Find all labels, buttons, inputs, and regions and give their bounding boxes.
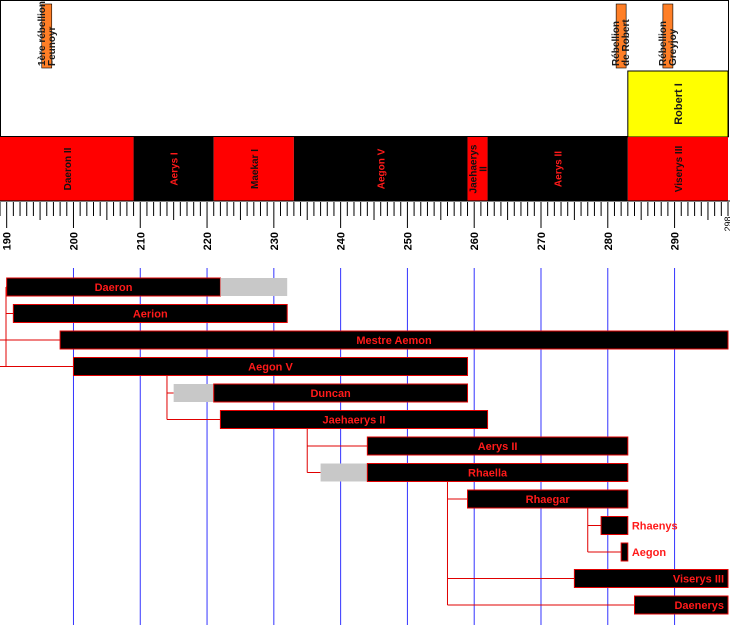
- lifespan-bar: [213, 383, 469, 403]
- reign-block: [133, 137, 214, 201]
- event-label: Rébellionde Robert: [611, 19, 632, 66]
- lifespan-bar: [59, 330, 729, 350]
- person-aerys-ii: Aerys II: [366, 436, 629, 456]
- lifespan-label: Duncan: [310, 388, 351, 400]
- lifespan-bar: [620, 542, 629, 562]
- axis-label-250: 250: [402, 232, 414, 250]
- lifespan-label: Jaehaerys II: [322, 415, 385, 427]
- lifespan-label: Rhaella: [468, 468, 508, 480]
- person-daeron: Daeron: [6, 277, 288, 297]
- usurper-label: Robert I: [673, 83, 685, 125]
- axis-end-label: 298: [723, 216, 730, 231]
- events-band: 1ère rébellionFeunoyr Rébellionde Robert R…: [0, 0, 729, 137]
- lifespan-label: Aegon V: [248, 362, 293, 374]
- lifespan-bar: [366, 436, 629, 456]
- event-label: RébellionGreyjoy: [658, 21, 679, 66]
- event-marker: [615, 3, 627, 69]
- lifespan-gray: [220, 278, 288, 296]
- reign-block: [467, 137, 488, 201]
- axis-label-230: 230: [269, 232, 281, 250]
- reign-label: Aerys I: [170, 152, 181, 186]
- lifespan-bar: [12, 304, 288, 323]
- person-duncan: Duncan: [173, 383, 469, 403]
- axis-label-290: 290: [670, 232, 682, 250]
- reign-1: Aerys I: [133, 137, 214, 201]
- lifespan-bar: [72, 357, 469, 376]
- person-rhaegar: Rhaegar: [467, 489, 629, 509]
- person-daenerys: Daenerys: [633, 595, 729, 615]
- event-marker: [662, 3, 674, 69]
- reign-label: Viserys III: [674, 146, 685, 193]
- person-viserys-iii: Viserys III: [573, 569, 729, 588]
- event-0: 1ère rébellionFeunoyr: [37, 1, 58, 69]
- lifespan-bar: [467, 489, 629, 509]
- lifespan-bar: [633, 595, 729, 615]
- event-marker: [41, 3, 53, 69]
- reign-block: [487, 137, 628, 201]
- lifespan-bar: [219, 410, 489, 429]
- axis-label-220: 220: [202, 232, 214, 250]
- axis-label-200: 200: [68, 232, 80, 250]
- lifespan-gray: [173, 384, 214, 402]
- reign-block: [213, 137, 294, 201]
- reign-5: Aerys II: [487, 137, 628, 201]
- lifespan-label: Mestre Aemon: [356, 335, 432, 347]
- person-rhaella: Rhaella: [320, 463, 629, 482]
- axis-label-240: 240: [336, 232, 348, 250]
- person-mestre-aemon: Mestre Aemon: [59, 330, 729, 350]
- axis-label-260: 260: [469, 232, 481, 250]
- person-aegon-v: Aegon V: [72, 357, 469, 376]
- reign-4: JaehaerysII: [467, 137, 490, 201]
- lifespan-label: Viserys III: [673, 574, 724, 586]
- reigns-band: Daeron II Aerys I Maekar I Aegon V Jaehaerys…: [0, 137, 730, 202]
- reign-label: JaehaerysII: [469, 144, 490, 193]
- usurper-block: [627, 70, 729, 138]
- events-band-frame: [0, 0, 729, 137]
- person-jaehaerys-ii: Jaehaerys II: [219, 410, 489, 429]
- lifespan-label: Aegon: [632, 547, 667, 559]
- lifespan-label: Rhaegar: [526, 494, 571, 506]
- reign-label: Aegon V: [377, 148, 388, 189]
- usurper-reign: Robert I: [627, 70, 729, 138]
- reign-0: Daeron II: [0, 137, 134, 201]
- event-1: Rébellionde Robert: [611, 3, 632, 69]
- lifespan-label: Rhaenys: [632, 521, 678, 533]
- reign-6: Viserys III: [627, 137, 728, 201]
- lifespan-label: Daeron: [95, 282, 133, 294]
- axis-label-190: 190: [2, 232, 14, 250]
- connector-rhaella-children: [446, 472, 635, 606]
- lifespan-bar: [600, 516, 629, 535]
- lifespan-gray: [320, 463, 368, 482]
- person-rhaenys: Rhaenys: [600, 516, 678, 535]
- lifespan-label: Aerion: [133, 309, 168, 321]
- year-axis: 190 200 210 220 230 240 250 260 270 280 290 298: [0, 202, 730, 250]
- reign-block: [0, 137, 134, 201]
- event-2: RébellionGreyjoy: [658, 3, 679, 69]
- reign-block: [627, 137, 728, 201]
- reign-label: Daeron II: [63, 147, 74, 190]
- reign-label: Aerys II: [554, 151, 565, 187]
- lifespan-bar: [573, 569, 729, 588]
- reign-block: [293, 137, 468, 201]
- reign-3: Aegon V: [293, 137, 468, 201]
- axis-label-210: 210: [135, 232, 147, 250]
- event-label: 1ère rébellionFeunoyr: [37, 1, 58, 66]
- lifespan-label: Aerys II: [478, 441, 518, 453]
- lifespans: Daeron Aerion Mestre Aemon Aegon V Duncan Jae…: [6, 277, 729, 615]
- lifespan-label: Daenerys: [674, 600, 724, 612]
- axis-label-270: 270: [536, 232, 548, 250]
- reign-2: Maekar I: [213, 137, 294, 201]
- lifespan-bar: [366, 463, 629, 482]
- person-aegon: Aegon: [620, 542, 667, 562]
- person-aerion: Aerion: [12, 304, 288, 323]
- axis-label-280: 280: [603, 232, 615, 250]
- reign-label: Maekar I: [250, 149, 261, 189]
